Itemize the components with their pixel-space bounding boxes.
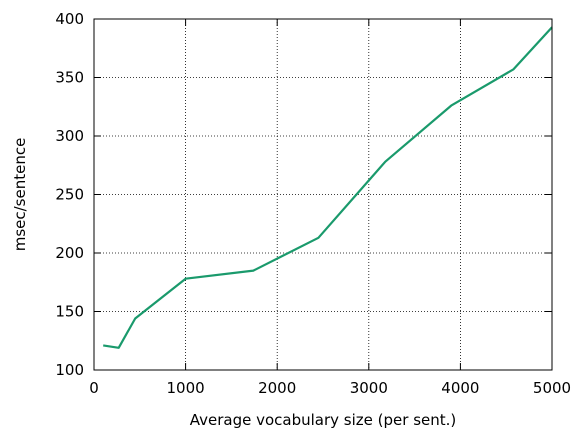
y-tick-label: 100 (55, 361, 84, 379)
series-line (103, 26, 553, 349)
x-tick-label: 1000 (167, 379, 205, 397)
y-axis-label: msec/sentence (11, 138, 29, 252)
y-tick-label: 400 (55, 10, 84, 28)
x-tick-label: 0 (89, 379, 99, 397)
y-tick-label: 300 (55, 127, 84, 145)
y-tick-label: 150 (55, 303, 84, 321)
x-tick-label: 2000 (258, 379, 296, 397)
tick-layer: 0 1000 2000 3000 4000 5000 100 150 200 250 300 350 4… (55, 10, 571, 397)
x-tick-label: 3000 (350, 379, 388, 397)
x-axis-label: Average vocabulary size (per sent.) (190, 411, 457, 428)
y-tick-label: 250 (55, 186, 84, 204)
y-tick-label: 200 (55, 244, 84, 262)
series-layer (103, 26, 553, 349)
x-tick-label: 4000 (441, 379, 479, 397)
x-tick-label: 5000 (533, 379, 571, 397)
y-tick-label: 350 (55, 69, 84, 87)
grid-layer (94, 19, 552, 370)
